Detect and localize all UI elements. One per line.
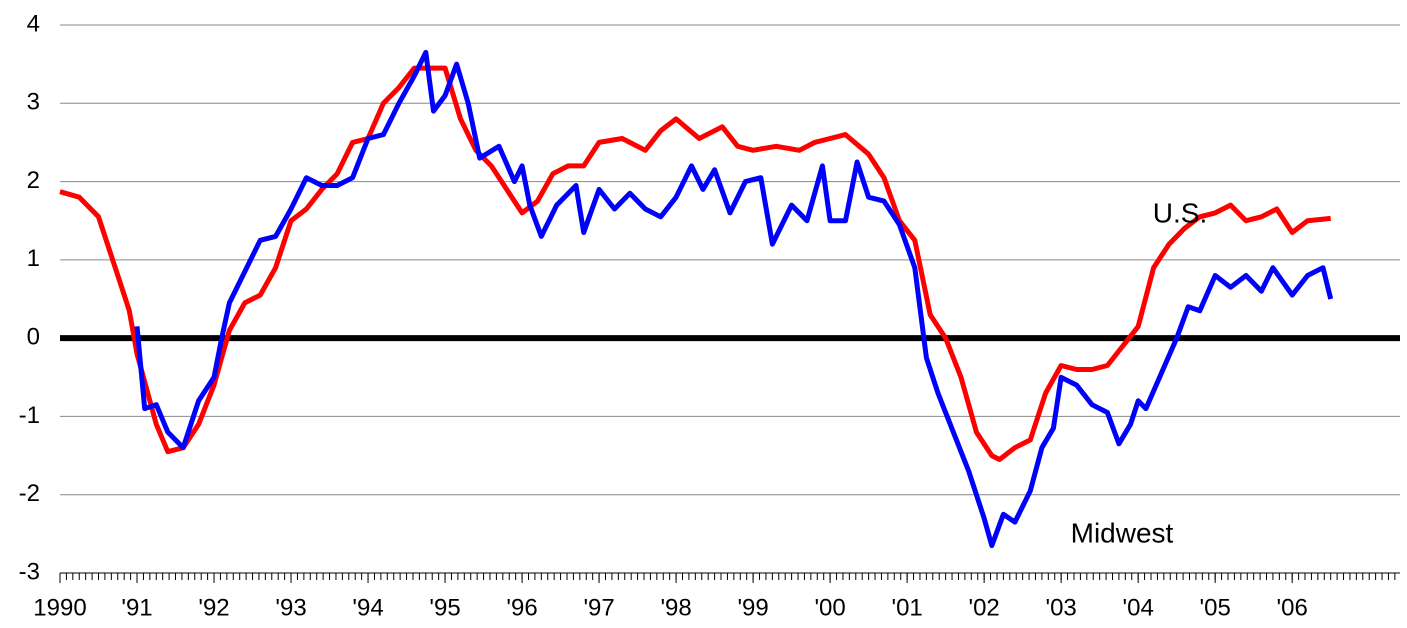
x-tick-label: '00	[814, 594, 845, 621]
series-line	[59, 65, 1331, 462]
x-tick-label: '94	[352, 594, 383, 621]
y-tick-label: 2	[27, 167, 40, 194]
annotation: U.S.	[1153, 197, 1207, 228]
x-tick-label: '99	[737, 594, 768, 621]
y-tick-label: 1	[27, 245, 40, 272]
x-tick-label: '95	[429, 594, 460, 621]
x-tick-label: '02	[968, 594, 999, 621]
x-tick-label: '03	[1046, 594, 1077, 621]
x-tick-label: 1990	[33, 594, 86, 621]
y-tick-label: 4	[27, 10, 40, 37]
annotation: Midwest	[1071, 517, 1174, 548]
x-tick-label: '93	[275, 594, 306, 621]
y-tick-label: 0	[27, 323, 40, 350]
y-tick-label: -3	[19, 558, 40, 585]
x-tick-label: '06	[1277, 594, 1308, 621]
x-tick-label: '96	[506, 594, 537, 621]
x-tick-label: '98	[660, 594, 691, 621]
x-tick-label: '01	[891, 594, 922, 621]
series-line	[134, 49, 1334, 549]
y-tick-label: -2	[19, 480, 40, 507]
x-tick-label: '91	[121, 594, 152, 621]
x-tick-label: '97	[583, 594, 614, 621]
x-tick-label: '05	[1200, 594, 1231, 621]
x-tick-label: '92	[198, 594, 229, 621]
x-tick-label: '04	[1123, 594, 1154, 621]
y-tick-label: -1	[19, 402, 40, 429]
y-tick-label: 3	[27, 89, 40, 116]
